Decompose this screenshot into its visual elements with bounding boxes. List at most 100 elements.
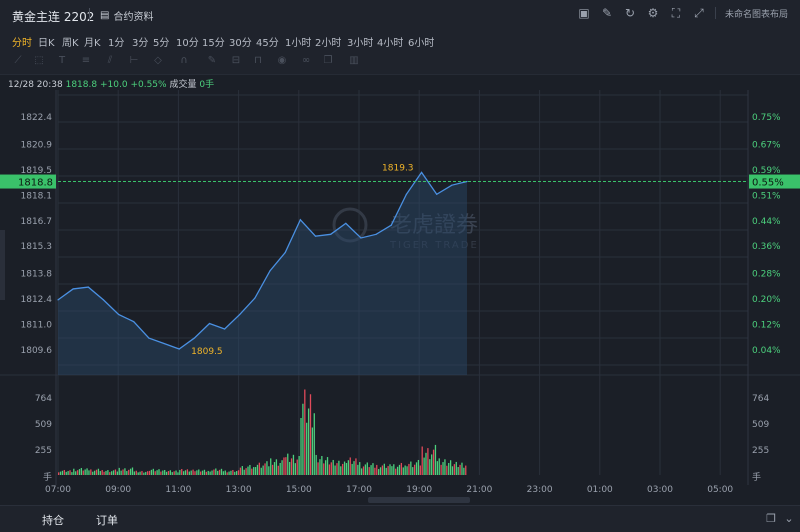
- tab-period[interactable]: 5分: [153, 38, 170, 49]
- volume-bar: [124, 468, 126, 475]
- volume-bar: [203, 469, 206, 475]
- time-tick-label: 15:00: [286, 485, 312, 495]
- volume-bar: [249, 464, 251, 475]
- price-tick-label: 1819.5: [21, 166, 53, 176]
- tab-period[interactable]: 30分: [229, 38, 252, 49]
- positions-tab[interactable]: 持仓: [42, 514, 64, 527]
- settings-icon[interactable]: ⚙: [647, 6, 659, 20]
- tab-period[interactable]: 月K: [84, 38, 101, 49]
- rect-tool-icon[interactable]: ⬚: [34, 55, 44, 66]
- volume-bar: [69, 470, 71, 475]
- volume-bar: [419, 465, 421, 475]
- price-tick-label: 1818.1: [21, 191, 53, 201]
- bottom-bar: 持仓 订单 ❐ ⌄: [0, 505, 800, 532]
- measure-tool-icon[interactable]: ⊢: [129, 55, 139, 66]
- instrument-title[interactable]: 黄金主连 2202: [12, 10, 95, 24]
- eye-tool-icon[interactable]: ◉: [277, 55, 287, 66]
- fullscreen-icon[interactable]: ⛶: [671, 6, 681, 20]
- layout-selector[interactable]: 未命名图表布局: [724, 9, 788, 20]
- volume-bar: [135, 470, 137, 475]
- volume-bar: [453, 464, 456, 475]
- fib-tool-icon[interactable]: ≡: [81, 55, 91, 66]
- volume-bar: [336, 463, 338, 475]
- time-tick-label: 07:00: [45, 485, 71, 495]
- time-tick-label: 11:00: [165, 485, 191, 495]
- link-tool-icon[interactable]: ∞: [301, 55, 311, 66]
- tab-period[interactable]: 日K: [38, 38, 55, 49]
- volume-bar: [169, 470, 172, 475]
- drawing-toolbar: ⟋ ⬚ T ≡ ⫽ ⊢ ◇ ∩ ✎ ⊟ ⊓ ◉ ∞ ❐ ▥: [0, 50, 800, 75]
- volume-bar: [131, 467, 134, 475]
- volume-bar: [406, 466, 408, 475]
- price-tick-label: 1812.4: [21, 295, 53, 305]
- volume-bar: [209, 471, 211, 475]
- edit-icon[interactable]: ✎: [601, 6, 613, 20]
- volume-bar: [413, 464, 416, 475]
- volume-bar: [200, 471, 202, 475]
- pct-tick-label: 0.20%: [752, 295, 781, 305]
- volume-bar: [438, 458, 440, 475]
- copy-tool-icon[interactable]: ❐: [323, 55, 333, 66]
- screenshot-icon[interactable]: ▣: [578, 6, 590, 20]
- line-tool-icon[interactable]: ⟋: [14, 55, 22, 66]
- volume-bar: [357, 464, 359, 475]
- volume-bar: [345, 462, 348, 475]
- tab-period[interactable]: 周K: [62, 38, 79, 49]
- time-scroll-handle[interactable]: [368, 497, 470, 503]
- channel-tool-icon[interactable]: ⫽: [107, 55, 113, 66]
- volume-bar: [461, 462, 463, 475]
- volume-bar: [76, 470, 79, 475]
- volume-bar: [321, 456, 323, 475]
- collapse-icon[interactable]: ⌄: [784, 512, 794, 525]
- volume-bar: [302, 403, 304, 475]
- refresh-icon[interactable]: ↻: [624, 6, 636, 20]
- tab-period[interactable]: 4小时: [377, 38, 404, 49]
- volume-bar: [99, 471, 101, 475]
- tab-period[interactable]: 45分: [256, 38, 279, 49]
- tab-period[interactable]: 3分: [132, 38, 149, 49]
- tab-period[interactable]: 2小时: [315, 38, 342, 49]
- popout-icon[interactable]: ❐: [766, 512, 776, 525]
- volume-bar: [93, 470, 96, 475]
- tab-period[interactable]: 6小时: [408, 38, 435, 49]
- tiger-logo-icon: [332, 207, 368, 243]
- trash-icon[interactable]: ▥: [349, 55, 359, 66]
- volume-bar: [207, 470, 209, 475]
- volume-bar: [82, 470, 84, 475]
- left-panel-toggle[interactable]: [0, 230, 5, 300]
- volume-bar: [120, 470, 122, 475]
- orders-tab[interactable]: 订单: [96, 514, 118, 527]
- tab-period[interactable]: 分时: [12, 38, 32, 49]
- volume-bar: [162, 470, 164, 475]
- pencil-tool-icon[interactable]: ✎: [207, 55, 217, 66]
- volume-bar: [315, 454, 317, 475]
- quote-change: +10.0: [99, 80, 128, 90]
- tab-period[interactable]: 1小时: [285, 38, 312, 49]
- volume-bar: [268, 466, 270, 475]
- expand-icon[interactable]: ⤢: [694, 6, 704, 20]
- price-point: [375, 233, 377, 235]
- ruler-tool-icon[interactable]: ⊟: [231, 55, 241, 66]
- volume-bar: [395, 468, 397, 475]
- volume-tick-label: 255: [35, 446, 52, 456]
- volume-bar: [75, 471, 77, 475]
- current-price-label: 1818.8: [18, 178, 53, 189]
- intraday-chart[interactable]: 老虎證券 TIGER TRADE 1822.4 0.75% 1820.9 0.67% 1…: [0, 90, 800, 505]
- volume-bar: [455, 461, 457, 475]
- time-tick-label: 01:00: [587, 485, 613, 495]
- shape-tool-icon[interactable]: ◇: [154, 55, 162, 66]
- volume-bar: [298, 456, 300, 475]
- quote-time: 12/28 20:38: [8, 80, 63, 90]
- volume-bar: [196, 470, 198, 475]
- lock-tool-icon[interactable]: ⊓: [254, 55, 262, 66]
- volume-bar: [338, 460, 340, 475]
- magnet-tool-icon[interactable]: ∩: [180, 55, 188, 66]
- tab-period[interactable]: 3小时: [347, 38, 374, 49]
- price-tick-label: 1820.9: [21, 140, 53, 150]
- text-tool-icon[interactable]: T: [58, 55, 66, 66]
- tab-period[interactable]: 1分: [108, 38, 125, 49]
- tab-period[interactable]: 15分: [202, 38, 225, 49]
- volume-bar: [184, 470, 187, 475]
- tab-period[interactable]: 10分: [176, 38, 199, 49]
- contract-info-button[interactable]: ▤ 合约资料: [100, 8, 153, 23]
